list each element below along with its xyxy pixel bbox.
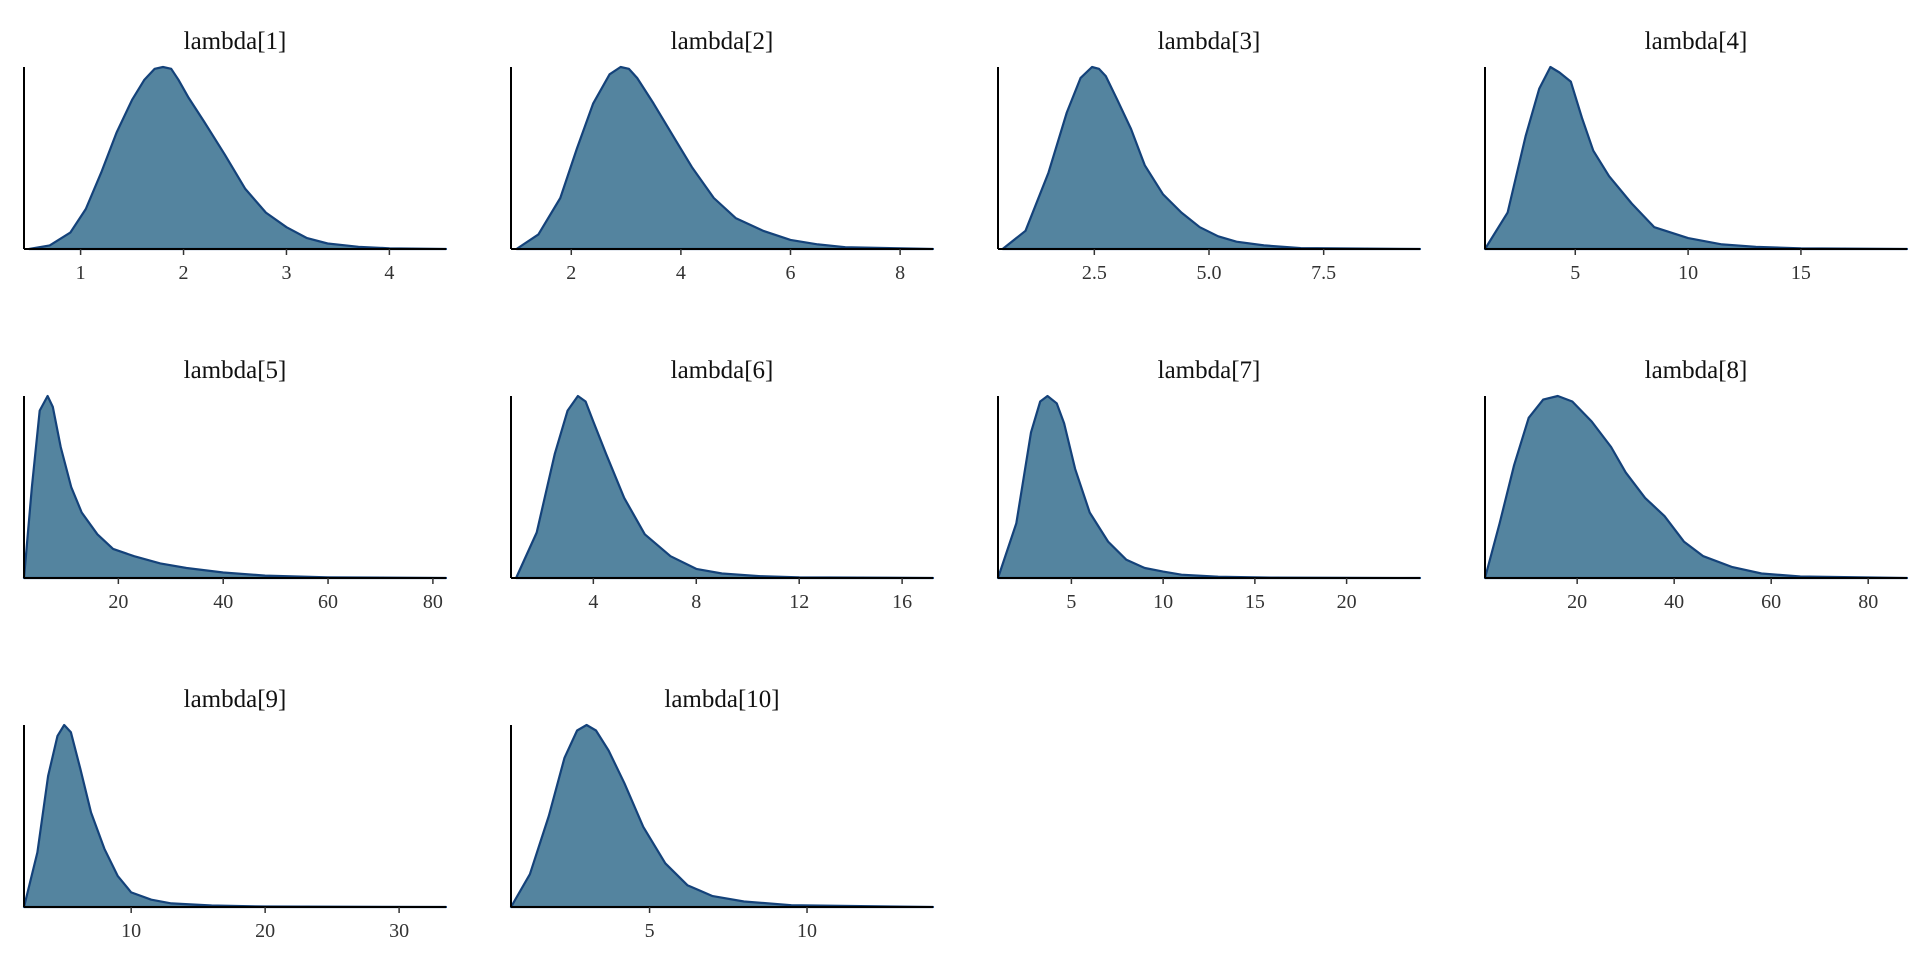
x-tick-label: 2: [566, 262, 576, 284]
x-tick-label: 80: [1858, 591, 1878, 613]
density-area: [1483, 65, 1909, 251]
x-tick-label: 20: [255, 920, 275, 942]
density-area: [1483, 394, 1909, 580]
density-panel: lambda[3] 2.5 5.0 7.5: [997, 28, 1422, 284]
density-area: [28, 65, 448, 251]
x-tick-label: 10: [1153, 591, 1173, 613]
panel-title: lambda[8]: [1645, 357, 1748, 384]
x-tick-label: 15: [1791, 262, 1811, 284]
panel-title: lambda[7]: [1158, 357, 1261, 384]
x-tick-label: 7.5: [1311, 262, 1336, 284]
x-tick-label: 15: [1245, 591, 1265, 613]
panel-title: lambda[3]: [1158, 28, 1261, 55]
density-area: [996, 394, 1422, 580]
x-tick-label: 10: [797, 920, 817, 942]
x-tick-label: 30: [389, 920, 409, 942]
x-tick-label: 20: [1337, 591, 1357, 613]
x-tick-label: 16: [892, 591, 912, 613]
x-tick-label: 6: [786, 262, 796, 284]
x-tick-label: 60: [1761, 591, 1781, 613]
panel-title: lambda[5]: [184, 357, 287, 384]
panel-title: lambda[6]: [671, 357, 774, 384]
density-area: [1001, 65, 1422, 251]
x-tick-label: 8: [895, 262, 905, 284]
density-area: [509, 723, 935, 909]
x-tick-label: 5: [645, 920, 655, 942]
density-area: [22, 723, 448, 909]
panel-title: lambda[1]: [184, 28, 287, 55]
x-tick-label: 40: [213, 591, 233, 613]
x-tick-label: 2: [179, 262, 189, 284]
x-tick-label: 10: [121, 920, 141, 942]
x-tick-label: 20: [1567, 591, 1587, 613]
x-tick-label: 4: [676, 262, 686, 284]
x-tick-label: 20: [108, 591, 128, 613]
x-tick-label: 5.0: [1197, 262, 1222, 284]
panel-title: lambda[4]: [1645, 28, 1748, 55]
density-panel: lambda[1] 1 2 3 4: [23, 28, 448, 284]
density-area: [515, 394, 935, 580]
density-panel: lambda[10] 5 10: [509, 686, 935, 942]
density-panel: lambda[6] 4 8 12 16: [510, 357, 935, 613]
density-panel: lambda[9] 10 20 30: [22, 686, 448, 942]
x-tick-label: 80: [423, 591, 443, 613]
x-tick-label: 5: [1066, 591, 1076, 613]
x-tick-label: 2.5: [1082, 262, 1107, 284]
x-tick-label: 10: [1678, 262, 1698, 284]
density-panel: lambda[4] 5 10 15: [1483, 28, 1909, 284]
x-tick-label: 4: [384, 262, 394, 284]
density-panel: lambda[5] 20 40 60 80: [22, 357, 448, 613]
density-panel: lambda[2] 2 4 6 8: [510, 28, 935, 284]
panel-title: lambda[9]: [184, 686, 287, 713]
x-tick-label: 40: [1664, 591, 1684, 613]
density-area: [22, 394, 448, 580]
density-panel: lambda[8] 20 40 60 80: [1483, 357, 1909, 613]
density-area: [515, 65, 935, 251]
panel-title: lambda[10]: [664, 686, 779, 713]
density-panel: lambda[7] 5 10 15 20: [996, 357, 1422, 613]
x-tick-label: 12: [789, 591, 809, 613]
x-tick-label: 3: [281, 262, 291, 284]
x-tick-label: 5: [1570, 262, 1580, 284]
x-tick-label: 60: [318, 591, 338, 613]
x-tick-label: 1: [76, 262, 86, 284]
panel-title: lambda[2]: [671, 28, 774, 55]
x-tick-label: 4: [588, 591, 598, 613]
x-tick-label: 8: [691, 591, 701, 613]
